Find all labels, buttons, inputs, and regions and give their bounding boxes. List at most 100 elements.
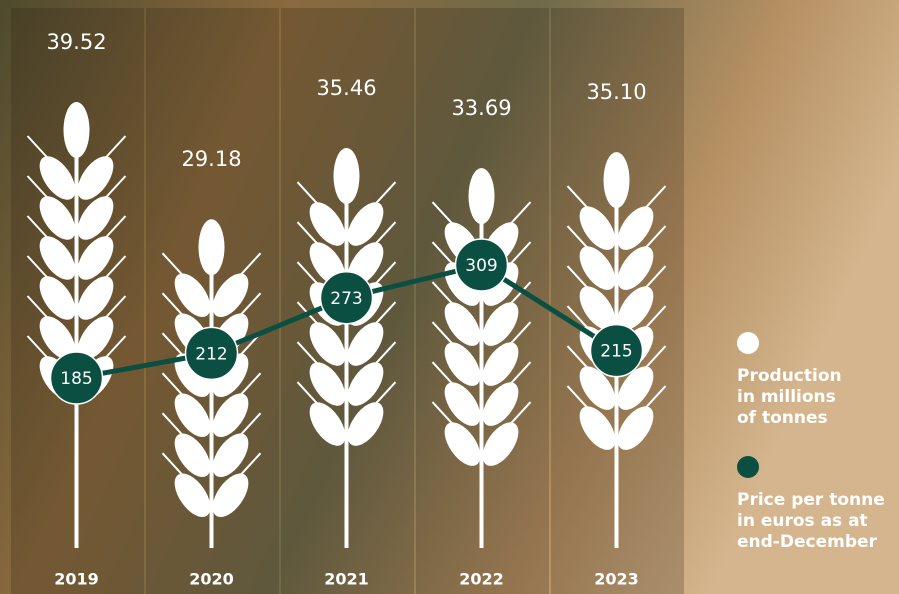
kernel (174, 473, 211, 518)
awn (372, 301, 397, 327)
kernel (482, 302, 519, 346)
value-label: 39.52 (46, 30, 106, 54)
kernel (347, 202, 384, 246)
kernel (444, 302, 481, 346)
legend-label: Price per tonne in euros as at end-Decem… (737, 490, 885, 552)
awn (372, 341, 397, 367)
awn (372, 381, 397, 407)
kernel (617, 246, 654, 290)
awn (507, 281, 532, 307)
price-label: 309 (465, 256, 497, 276)
kernel (617, 406, 654, 450)
awn (296, 181, 321, 207)
awn (102, 255, 127, 281)
price-marker (454, 238, 509, 292)
awn (237, 252, 262, 278)
awn (507, 241, 532, 267)
kernel (333, 148, 360, 205)
kernel (579, 286, 616, 330)
awn (296, 261, 321, 287)
awn (102, 135, 127, 161)
awn (642, 185, 667, 211)
awn (566, 385, 591, 411)
kernel (444, 382, 481, 426)
kernel (174, 393, 211, 438)
awn (102, 295, 127, 321)
awn (161, 452, 186, 478)
kernel (63, 102, 90, 158)
awn (431, 241, 456, 267)
price-label: 215 (600, 342, 632, 362)
kernel (617, 206, 654, 250)
kernel (39, 196, 76, 240)
legend-swatch (737, 332, 759, 354)
awn (642, 345, 667, 371)
kernel (482, 382, 519, 426)
awn (642, 305, 667, 331)
awn (237, 412, 262, 438)
kernel (212, 433, 249, 478)
awn (102, 175, 127, 201)
kernel (309, 322, 346, 366)
x-tick-label: 2023 (594, 570, 639, 589)
price-label: 212 (195, 344, 227, 364)
kernel (77, 276, 114, 320)
awn (26, 175, 51, 201)
kernel (39, 316, 76, 360)
awn (566, 345, 591, 371)
awn (566, 265, 591, 291)
kernel (77, 236, 114, 280)
kernel (468, 168, 495, 225)
kernel (212, 393, 249, 438)
awn (431, 281, 456, 307)
kernel (39, 236, 76, 280)
kernel (579, 366, 616, 410)
awn (26, 255, 51, 281)
kernel (174, 353, 211, 398)
price-marker (319, 271, 374, 325)
awn (642, 385, 667, 411)
legend-swatch (737, 456, 759, 478)
awn (26, 135, 51, 161)
kernel (444, 422, 481, 466)
awn (507, 201, 532, 227)
kernel (77, 196, 114, 240)
value-label: 35.46 (316, 76, 376, 100)
kernel (77, 156, 114, 200)
awn (507, 321, 532, 347)
kernel (579, 406, 616, 450)
awn (566, 185, 591, 211)
kernel (603, 152, 630, 209)
awn (431, 401, 456, 427)
kernel (198, 219, 225, 276)
price-label: 185 (60, 369, 92, 389)
kernel (39, 156, 76, 200)
awn (372, 261, 397, 287)
kernel (482, 342, 519, 386)
awn (26, 215, 51, 241)
awn (102, 215, 127, 241)
awn (161, 332, 186, 358)
kernel (617, 286, 654, 330)
kernel (482, 422, 519, 466)
kernel (309, 402, 346, 446)
kernel (77, 316, 114, 360)
awn (372, 181, 397, 207)
awn (161, 412, 186, 438)
kernel (39, 276, 76, 320)
kernel (347, 362, 384, 406)
kernel (482, 262, 519, 306)
awn (566, 225, 591, 251)
awn (642, 225, 667, 251)
kernel (579, 206, 616, 250)
value-label: 29.18 (181, 147, 241, 171)
kernel (174, 273, 211, 318)
kernel (174, 433, 211, 478)
awn (296, 341, 321, 367)
kernel (309, 202, 346, 246)
awn (431, 201, 456, 227)
kernel (309, 362, 346, 406)
awn (161, 292, 186, 318)
